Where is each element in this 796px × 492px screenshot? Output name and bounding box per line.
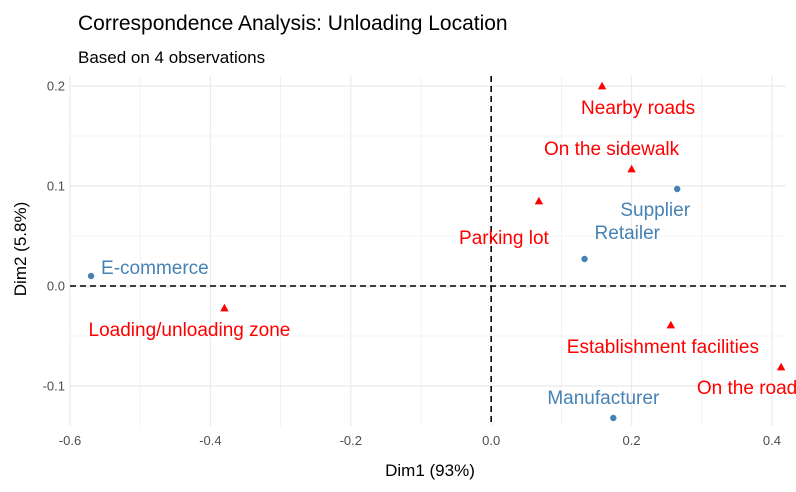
point-label-row: Retailer <box>595 223 661 244</box>
point-marker-col <box>776 362 786 371</box>
point-label-col: On the road <box>697 378 796 399</box>
reference-lines <box>70 76 786 426</box>
tick-labels: -0.6 -0.4 -0.2 0.0 0.2 0.4 -0.1 0.0 0.1 0.2 <box>43 79 781 449</box>
x-tick-label: 0.4 <box>763 433 781 448</box>
y-tick-label: -0.1 <box>43 379 65 394</box>
chart-subtitle: Based on 4 observations <box>78 48 265 67</box>
chart-title: Correspondence Analysis: Unloading Locat… <box>78 12 508 35</box>
point-label-col: On the sidewalk <box>544 139 680 160</box>
point-label-row: Supplier <box>620 200 690 221</box>
point-marker-col <box>627 164 636 173</box>
point-marker-row <box>87 272 95 280</box>
y-tick-label: 0.0 <box>47 279 65 294</box>
grid <box>69 76 786 426</box>
x-tick-label: 0.0 <box>482 433 500 448</box>
y-tick-label: 0.2 <box>47 79 65 94</box>
point-marker-col <box>534 196 544 205</box>
point-label-col: Nearby roads <box>581 98 695 119</box>
x-tick-label: -0.2 <box>340 433 362 448</box>
point-label-col: Loading/unloading zone <box>89 320 291 341</box>
x-tick-label: -0.6 <box>59 433 81 448</box>
point-marker-col <box>666 320 676 329</box>
x-tick-label: 0.2 <box>623 433 641 448</box>
point-label-row: Manufacturer <box>547 388 660 409</box>
point-marker-col <box>220 303 229 312</box>
x-axis-title: Dim1 (93%) <box>385 461 475 480</box>
point-marker-col <box>597 81 607 90</box>
point-label-col: Establishment facilities <box>567 337 759 358</box>
point-marker-row <box>610 414 617 422</box>
point-marker-row <box>673 185 681 193</box>
point-marker-row <box>581 255 588 263</box>
y-axis-title: Dim2 (5.8%) <box>11 202 30 296</box>
y-tick-label: 0.1 <box>47 179 65 194</box>
point-label-col: Parking lot <box>459 228 549 249</box>
x-tick-label: -0.4 <box>199 433 221 448</box>
point-label-row: E-commerce <box>101 258 209 279</box>
